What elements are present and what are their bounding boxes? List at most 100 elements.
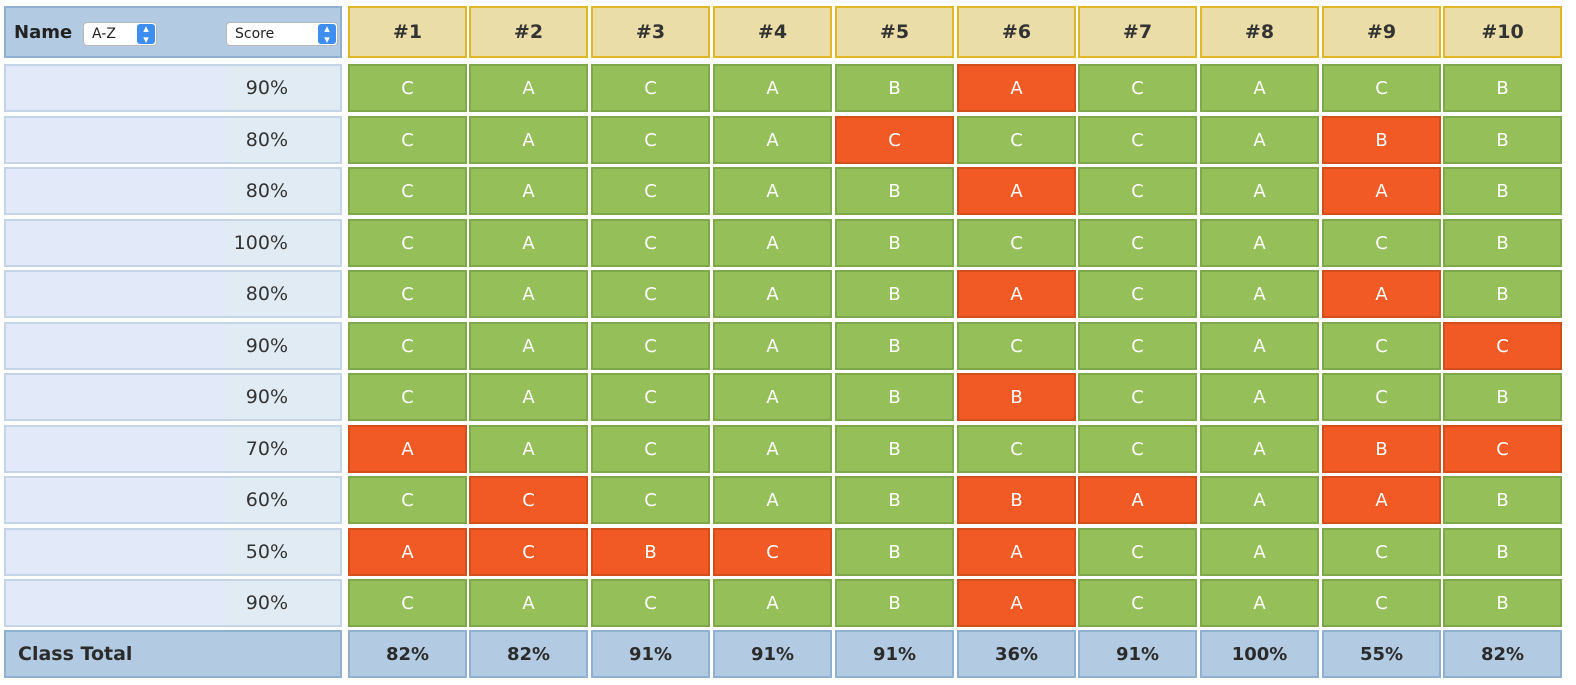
answer-cell-incorrect[interactable]: A	[957, 270, 1076, 318]
student-name-cell[interactable]	[4, 64, 226, 112]
answer-cell-incorrect[interactable]: B	[1322, 425, 1441, 473]
answer-cell-correct[interactable]: C	[1078, 219, 1197, 267]
answer-cell-incorrect[interactable]: A	[348, 528, 467, 576]
answer-cell-correct[interactable]: C	[591, 579, 710, 627]
answer-cell-correct[interactable]: C	[1078, 425, 1197, 473]
answer-cell-correct[interactable]: A	[469, 270, 588, 318]
answer-cell-correct[interactable]: A	[469, 219, 588, 267]
student-name-cell[interactable]	[4, 476, 226, 524]
answer-cell-correct[interactable]: A	[469, 167, 588, 215]
answer-cell-correct[interactable]: A	[1200, 167, 1319, 215]
answer-cell-correct[interactable]: B	[835, 579, 954, 627]
answer-cell-correct[interactable]: C	[591, 373, 710, 421]
answer-cell-correct[interactable]: B	[1443, 579, 1562, 627]
answer-cell-correct[interactable]: C	[348, 219, 467, 267]
answer-cell-correct[interactable]: C	[591, 476, 710, 524]
answer-cell-correct[interactable]: A	[713, 579, 832, 627]
answer-cell-correct[interactable]: A	[713, 322, 832, 370]
score-sort-select[interactable]: Score ▴ ▾	[226, 22, 338, 46]
answer-cell-correct[interactable]: C	[348, 167, 467, 215]
answer-cell-correct[interactable]: A	[1200, 219, 1319, 267]
answer-cell-correct[interactable]: C	[957, 322, 1076, 370]
answer-cell-incorrect[interactable]: C	[835, 116, 954, 164]
answer-cell-correct[interactable]: C	[1078, 270, 1197, 318]
answer-cell-incorrect[interactable]: A	[957, 64, 1076, 112]
answer-cell-correct[interactable]: C	[591, 425, 710, 473]
student-name-cell[interactable]	[4, 579, 226, 627]
answer-cell-incorrect[interactable]: C	[1443, 322, 1562, 370]
answer-cell-correct[interactable]: A	[469, 425, 588, 473]
answer-cell-correct[interactable]: A	[1200, 116, 1319, 164]
answer-cell-correct[interactable]: C	[1078, 64, 1197, 112]
answer-cell-correct[interactable]: A	[469, 116, 588, 164]
answer-cell-correct[interactable]: B	[1443, 373, 1562, 421]
answer-cell-correct[interactable]: C	[591, 116, 710, 164]
answer-cell-correct[interactable]: A	[713, 116, 832, 164]
answer-cell-incorrect[interactable]: C	[713, 528, 832, 576]
answer-cell-correct[interactable]: A	[713, 425, 832, 473]
answer-cell-correct[interactable]: C	[348, 476, 467, 524]
answer-cell-correct[interactable]: C	[957, 219, 1076, 267]
answer-cell-correct[interactable]: C	[1322, 373, 1441, 421]
answer-cell-correct[interactable]: A	[713, 167, 832, 215]
answer-cell-correct[interactable]: B	[835, 528, 954, 576]
answer-cell-correct[interactable]: B	[1443, 528, 1562, 576]
student-name-cell[interactable]	[4, 425, 226, 473]
answer-cell-correct[interactable]: A	[1200, 64, 1319, 112]
answer-cell-correct[interactable]: A	[1200, 528, 1319, 576]
answer-cell-correct[interactable]: C	[1322, 322, 1441, 370]
answer-cell-incorrect[interactable]: C	[469, 476, 588, 524]
answer-cell-correct[interactable]: B	[835, 219, 954, 267]
answer-cell-correct[interactable]: B	[835, 64, 954, 112]
answer-cell-incorrect[interactable]: A	[1322, 167, 1441, 215]
answer-cell-correct[interactable]: B	[1443, 270, 1562, 318]
answer-cell-correct[interactable]: A	[713, 476, 832, 524]
answer-cell-correct[interactable]: C	[1078, 167, 1197, 215]
answer-cell-correct[interactable]: A	[713, 270, 832, 318]
answer-cell-correct[interactable]: C	[348, 579, 467, 627]
answer-cell-correct[interactable]: C	[348, 322, 467, 370]
student-name-cell[interactable]	[4, 528, 226, 576]
answer-cell-correct[interactable]: C	[348, 116, 467, 164]
answer-cell-correct[interactable]: A	[469, 373, 588, 421]
answer-cell-correct[interactable]: A	[713, 219, 832, 267]
answer-cell-correct[interactable]: C	[1322, 219, 1441, 267]
answer-cell-incorrect[interactable]: B	[957, 476, 1076, 524]
answer-cell-correct[interactable]: B	[835, 425, 954, 473]
answer-cell-correct[interactable]: A	[1200, 373, 1319, 421]
answer-cell-correct[interactable]: A	[713, 64, 832, 112]
answer-cell-correct[interactable]: B	[1443, 219, 1562, 267]
answer-cell-correct[interactable]: C	[348, 64, 467, 112]
answer-cell-correct[interactable]: B	[835, 373, 954, 421]
answer-cell-correct[interactable]: C	[1078, 528, 1197, 576]
student-name-cell[interactable]	[4, 322, 226, 370]
answer-cell-correct[interactable]: C	[957, 425, 1076, 473]
answer-cell-correct[interactable]: B	[835, 167, 954, 215]
answer-cell-correct[interactable]: C	[591, 270, 710, 318]
answer-cell-correct[interactable]: B	[835, 270, 954, 318]
answer-cell-incorrect[interactable]: A	[1322, 270, 1441, 318]
answer-cell-incorrect[interactable]: A	[348, 425, 467, 473]
answer-cell-correct[interactable]: A	[713, 373, 832, 421]
answer-cell-incorrect[interactable]: A	[957, 167, 1076, 215]
answer-cell-correct[interactable]: B	[1443, 476, 1562, 524]
answer-cell-correct[interactable]: C	[591, 167, 710, 215]
answer-cell-incorrect[interactable]: A	[1078, 476, 1197, 524]
answer-cell-correct[interactable]: C	[1078, 373, 1197, 421]
answer-cell-correct[interactable]: C	[1322, 579, 1441, 627]
answer-cell-correct[interactable]: C	[1078, 579, 1197, 627]
answer-cell-correct[interactable]: A	[469, 322, 588, 370]
student-name-cell[interactable]	[4, 167, 226, 215]
answer-cell-correct[interactable]: A	[1200, 476, 1319, 524]
answer-cell-incorrect[interactable]: A	[1322, 476, 1441, 524]
answer-cell-correct[interactable]: B	[835, 476, 954, 524]
student-name-cell[interactable]	[4, 219, 226, 267]
answer-cell-correct[interactable]: C	[957, 116, 1076, 164]
student-name-cell[interactable]	[4, 270, 226, 318]
answer-cell-correct[interactable]: A	[469, 579, 588, 627]
answer-cell-correct[interactable]: B	[1443, 167, 1562, 215]
answer-cell-correct[interactable]: C	[348, 373, 467, 421]
answer-cell-correct[interactable]: B	[1443, 64, 1562, 112]
student-name-cell[interactable]	[4, 116, 226, 164]
answer-cell-correct[interactable]: C	[1322, 64, 1441, 112]
